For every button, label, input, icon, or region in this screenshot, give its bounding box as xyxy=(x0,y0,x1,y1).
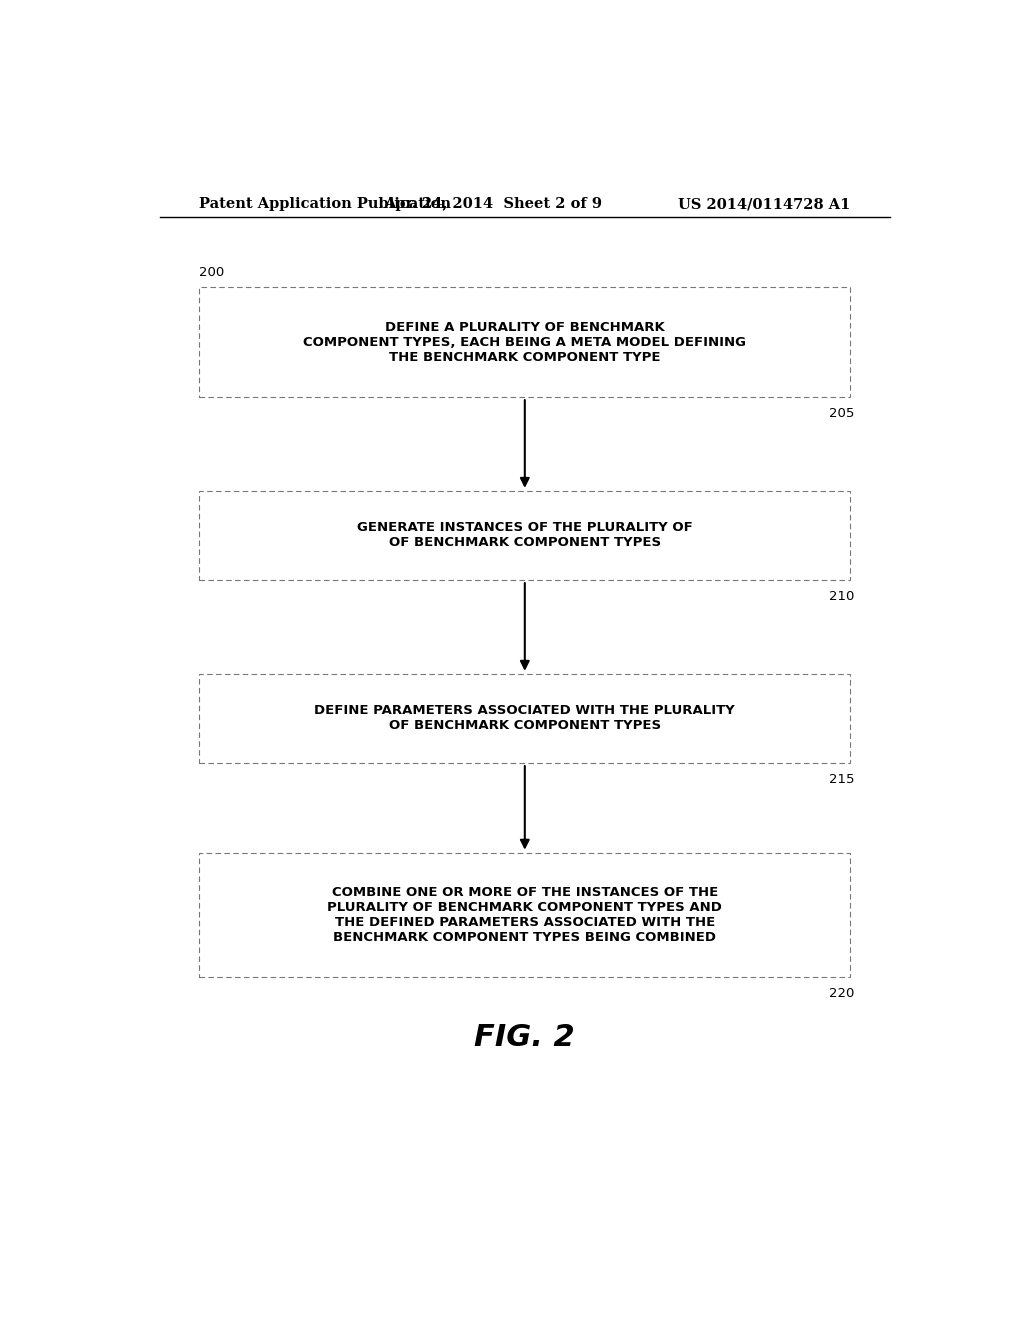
FancyBboxPatch shape xyxy=(200,288,850,397)
Text: 220: 220 xyxy=(828,987,854,999)
Text: DEFINE PARAMETERS ASSOCIATED WITH THE PLURALITY
OF BENCHMARK COMPONENT TYPES: DEFINE PARAMETERS ASSOCIATED WITH THE PL… xyxy=(314,705,735,733)
FancyBboxPatch shape xyxy=(200,491,850,581)
Text: 205: 205 xyxy=(828,408,854,420)
Text: 210: 210 xyxy=(828,590,854,603)
Text: 215: 215 xyxy=(828,774,854,787)
Text: US 2014/0114728 A1: US 2014/0114728 A1 xyxy=(678,197,850,211)
Text: COMBINE ONE OR MORE OF THE INSTANCES OF THE
PLURALITY OF BENCHMARK COMPONENT TYP: COMBINE ONE OR MORE OF THE INSTANCES OF … xyxy=(328,886,722,944)
Text: Patent Application Publication: Patent Application Publication xyxy=(200,197,452,211)
Text: 200: 200 xyxy=(200,265,224,279)
Text: GENERATE INSTANCES OF THE PLURALITY OF
OF BENCHMARK COMPONENT TYPES: GENERATE INSTANCES OF THE PLURALITY OF O… xyxy=(357,521,692,549)
Text: FIG. 2: FIG. 2 xyxy=(474,1023,575,1052)
Text: DEFINE A PLURALITY OF BENCHMARK
COMPONENT TYPES, EACH BEING A META MODEL DEFININ: DEFINE A PLURALITY OF BENCHMARK COMPONEN… xyxy=(303,321,746,364)
FancyBboxPatch shape xyxy=(200,853,850,977)
FancyBboxPatch shape xyxy=(200,673,850,763)
Text: Apr. 24, 2014  Sheet 2 of 9: Apr. 24, 2014 Sheet 2 of 9 xyxy=(384,197,602,211)
